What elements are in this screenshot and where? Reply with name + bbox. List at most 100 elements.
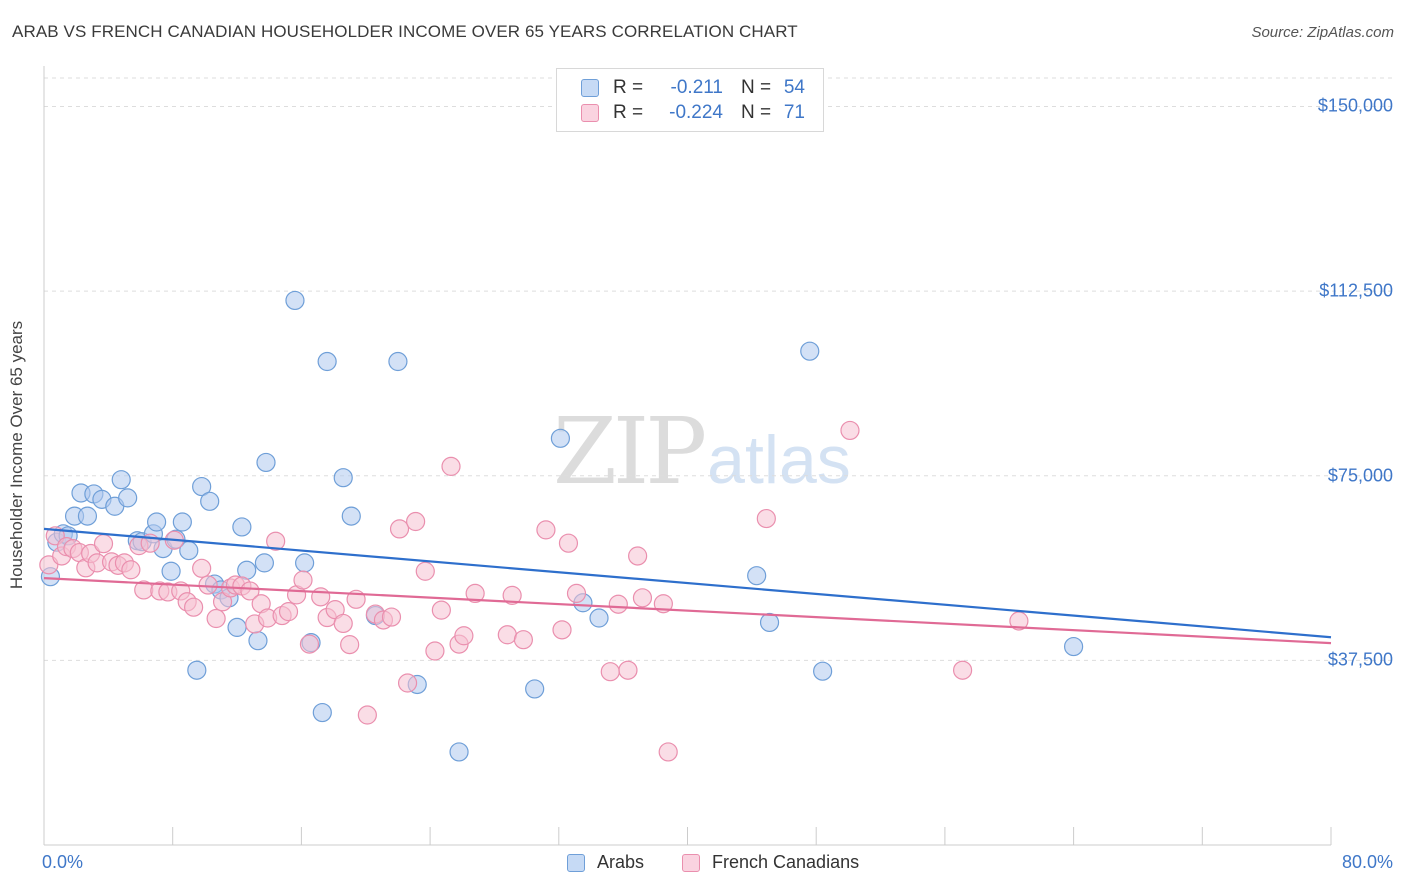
arabs-point-36 [312,702,332,723]
arabs-point-37 [317,351,337,372]
french-canadians-point-23 [192,558,212,578]
arabs-point-50 [800,341,820,361]
french-canadians-point-13 [121,560,141,580]
french-canadians-point-58 [454,626,474,646]
bottom-legend-arabs: Arabs [567,852,644,873]
french-canadians-point-25 [206,608,226,629]
french-canadians-point-9 [93,534,114,554]
french-canadians-point-62 [513,630,534,650]
legend-r-label: R = [613,102,644,123]
chart-title: ARAB VS FRENCH CANADIAN HOUSEHOLDER INCO… [12,22,798,41]
arabs-point-51 [813,661,833,681]
french-canadians-point-46 [357,705,377,725]
arabs-point-48 [747,566,767,586]
legend-r-value-arabs: -0.211 [670,77,723,98]
x-tick-label-max: 80.0% [1341,852,1393,872]
french-canadians-point-64 [552,620,572,640]
french-canadians-point-30 [240,581,260,601]
arabs-point-52 [1063,636,1084,657]
french-canadians-legend-swatch [682,853,700,872]
french-canadians-swatch [581,104,599,122]
arabs-point-27 [227,617,247,637]
arabs-point-41 [388,351,408,372]
french-canadians-point-67 [600,662,620,682]
arabs-legend-label: Arabs [597,852,645,872]
arabs-point-30 [248,631,268,651]
french-canadians-point-36 [278,602,299,622]
arabs-point-22 [192,476,212,497]
french-canadians-point-53 [415,561,435,581]
arabs-point-23 [200,491,220,511]
french-canadians-point-39 [299,634,320,654]
legend-n-value-arabs: 54 [783,77,805,98]
french-canadians-point-70 [628,546,648,566]
arabs-point-21 [187,660,207,680]
arabs-point-28 [232,517,252,537]
correlation-legend: R = -0.211 N = 54 R = -0.224 N = 71 [556,68,824,132]
french-canadians-point-61 [502,585,522,605]
french-canadians-point-73 [658,742,678,762]
french-canadians-point-55 [431,600,451,620]
french-canadians-point-71 [632,588,653,608]
french-canadians-point-69 [618,660,638,680]
x-tick-label-min: 0.0% [42,852,84,872]
french-canadians-legend-label: French Canadians [712,852,860,872]
french-canadians-point-51 [397,673,418,693]
french-canadians-point-65 [558,533,579,553]
legend-n-label: N = [741,77,772,98]
french-canadians-point-66 [566,583,587,604]
french-canadians-point-75 [840,420,860,441]
legend-n-label: N = [741,102,772,123]
french-canadians-point-49 [381,607,402,627]
arabs-point-19 [172,512,192,532]
y-tick-label-2: $112,500 [1319,280,1393,301]
french-canadians-point-56 [441,456,461,476]
french-canadians-point-40 [311,587,331,607]
y-tick-label-3: $150,000 [1317,95,1393,116]
bottom-legend-french-canadians: French Canadians [682,852,859,873]
french-canadians-point-63 [536,520,556,540]
legend-row-french-canadians: R = -0.224 N = 71 [581,102,805,124]
french-canadians-point-38 [293,570,313,590]
french-canadians-point-54 [425,641,445,661]
french-canadians-point-22 [184,597,204,617]
legend-n-value-french-canadians: 71 [783,102,805,123]
arabs-point-38 [333,468,353,488]
arabs-point-45 [550,428,571,448]
arabs-point-33 [285,290,305,311]
arabs-point-47 [589,608,609,628]
arabs-point-43 [449,742,469,762]
y-tick-label-1: $75,000 [1327,465,1393,486]
french-canadians-point-59 [465,583,485,604]
arabs-point-15 [147,512,167,532]
arabs-point-32 [256,452,276,473]
arabs-point-11 [118,488,138,508]
french-canadians-point-52 [406,511,426,532]
french-canadians-point-43 [333,613,353,634]
legend-r-label: R = [613,77,644,98]
y-axis-label: Householder Income Over 65 years [7,320,26,590]
arabs-point-31 [254,553,274,573]
french-canadians-point-60 [497,625,517,645]
source-credit: Source: ZipAtlas.com [1251,24,1394,41]
french-canadians-point-74 [756,508,776,529]
y-tick-label-0: $37,500 [1327,649,1393,670]
arabs-point-34 [295,553,315,573]
arabs-legend-swatch [567,853,585,872]
arabs-point-39 [341,506,361,526]
arabs-point-44 [525,679,545,699]
french-canadians-point-44 [340,635,360,655]
arabs-swatch [581,79,599,97]
french-canadians-point-68 [608,594,628,614]
arabs-trend-line [43,527,1332,639]
arabs-point-17 [161,561,181,581]
arabs-point-6 [77,506,98,526]
french-canadians-trend-line [43,577,1332,645]
french-canadians-point-34 [266,531,286,551]
arabs-point-10 [111,470,131,490]
french-canadians-point-76 [952,660,973,680]
legend-row-arabs: R = -0.211 N = 54 [581,77,805,99]
legend-r-value-french-canadians: -0.224 [669,102,723,123]
french-canadians-point-50 [389,519,410,539]
